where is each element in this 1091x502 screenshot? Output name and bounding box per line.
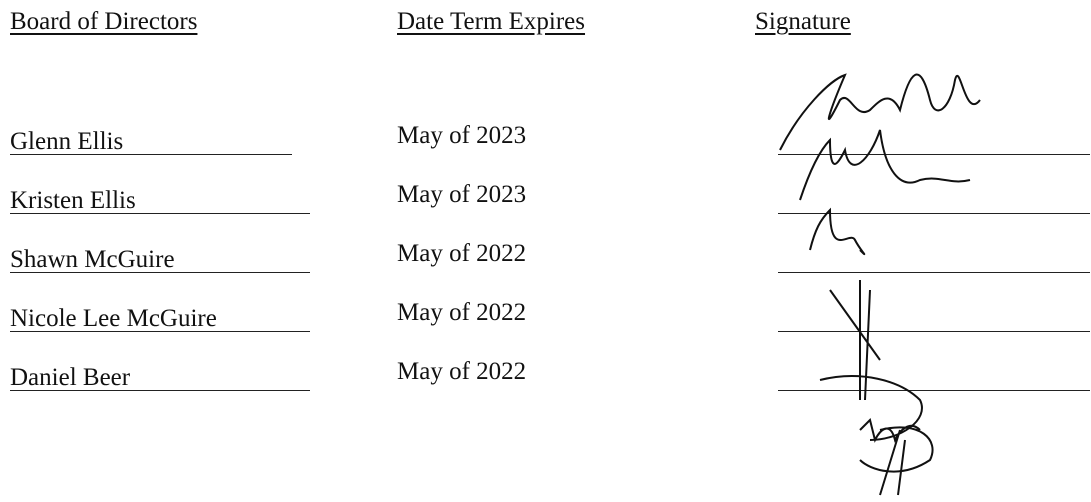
name-underline: [10, 390, 310, 391]
signature-scribbles: [779, 73, 981, 496]
signature-line: [778, 213, 1090, 214]
director-name: Nicole Lee McGuire: [10, 305, 217, 332]
signature-line: [778, 154, 1090, 155]
header: Signature: [755, 8, 851, 35]
signature-line: [778, 390, 1090, 391]
signature-line: [778, 331, 1090, 332]
header: Date Term Expires: [397, 8, 586, 35]
name-underline: [10, 213, 310, 214]
term-date: May of 2023: [397, 181, 527, 208]
director-name: Glenn Ellis: [10, 128, 124, 155]
name-underline: [10, 331, 310, 332]
term-date: May of 2022: [397, 358, 527, 385]
header: Board of Directors: [10, 8, 198, 35]
signature-line: [778, 272, 1090, 273]
term-date: May of 2022: [397, 240, 527, 267]
term-date: May of 2023: [397, 122, 527, 149]
director-name: Daniel Beer: [10, 364, 131, 391]
director-name: Shawn McGuire: [10, 246, 175, 273]
director-name: Kristen Ellis: [10, 187, 136, 214]
name-underline: [10, 154, 292, 155]
name-underline: [10, 272, 310, 273]
term-date: May of 2022: [397, 299, 527, 326]
